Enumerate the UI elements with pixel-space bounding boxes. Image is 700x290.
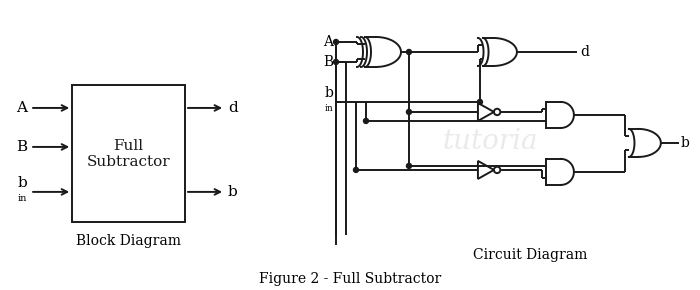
Text: Circuit Diagram: Circuit Diagram	[473, 248, 587, 262]
Text: B: B	[323, 55, 333, 69]
Text: A: A	[323, 35, 333, 49]
Text: b: b	[681, 136, 690, 150]
Text: b: b	[18, 176, 27, 190]
Text: Full
Subtractor: Full Subtractor	[86, 139, 170, 169]
Text: B: B	[16, 140, 27, 154]
Text: b: b	[324, 86, 333, 100]
Text: A: A	[16, 101, 27, 115]
Circle shape	[333, 59, 339, 64]
Text: d: d	[228, 101, 238, 115]
Circle shape	[354, 167, 358, 173]
Text: b: b	[228, 185, 238, 199]
Text: tutoria: tutoria	[442, 128, 538, 155]
Circle shape	[333, 39, 339, 44]
Circle shape	[477, 99, 482, 104]
Text: in: in	[324, 104, 333, 113]
Text: Block Diagram: Block Diagram	[76, 234, 181, 248]
Text: Figure 2 - Full Subtractor: Figure 2 - Full Subtractor	[259, 272, 441, 286]
Text: d: d	[580, 45, 589, 59]
Text: in: in	[18, 194, 27, 203]
Circle shape	[407, 50, 412, 55]
Circle shape	[407, 109, 412, 115]
Circle shape	[363, 118, 368, 124]
Bar	[72, 85, 185, 222]
Circle shape	[407, 164, 412, 168]
